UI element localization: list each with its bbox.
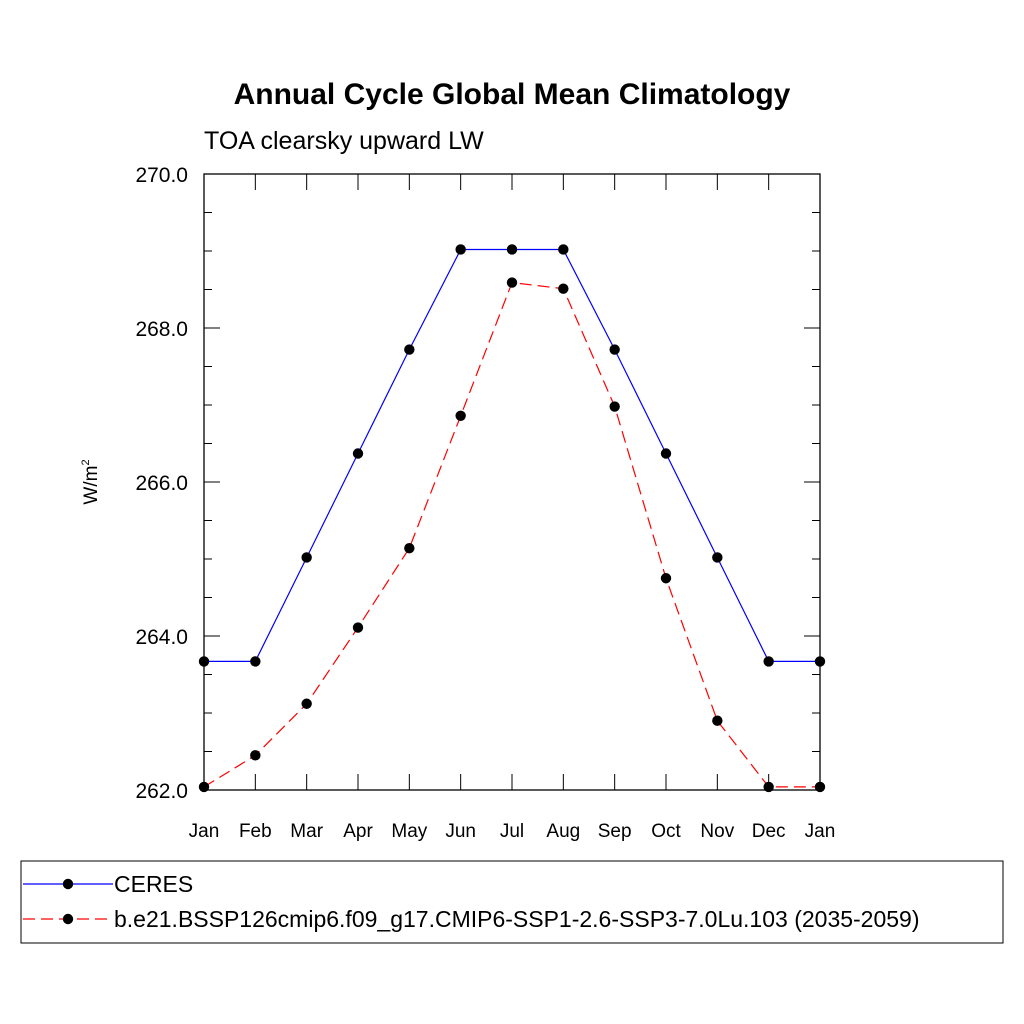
legend-label-2: b.e21.BSSP126cmip6.f09_g17.CMIP6-SSP1-2.… xyxy=(114,906,920,932)
x-tick-label: Nov xyxy=(700,821,734,842)
series-1-point xyxy=(250,656,261,667)
x-tick-label: Dec xyxy=(752,821,786,842)
series-1-point xyxy=(609,344,620,355)
legend: CERES b.e21.BSSP126cmip6.f09_g17.CMIP6-SS… xyxy=(23,871,920,932)
y-tick-label: 262.0 xyxy=(135,780,188,803)
series-1-point xyxy=(455,244,466,255)
y-tick-label: 264.0 xyxy=(135,626,188,649)
series-group xyxy=(198,244,826,793)
legend-marker-2 xyxy=(62,913,74,925)
y-axis-label-superscript: 2 xyxy=(80,459,92,465)
y-axis-label-text: W/m xyxy=(81,466,102,505)
y-axis-label: W/m2 xyxy=(80,459,102,504)
x-tick-label: Feb xyxy=(239,821,272,842)
x-tick-label: Sep xyxy=(598,821,632,842)
series-2-point xyxy=(404,543,415,554)
tick-labels: Jan Feb Mar Apr May Jun Jul Aug Sep Oct Nov Dec Jan2… xyxy=(135,164,835,842)
series-2-point xyxy=(506,277,518,288)
series-2-point xyxy=(455,410,466,421)
x-tick-label: Jan xyxy=(805,821,836,842)
series-2-point xyxy=(301,698,312,709)
y-tick-label: 270.0 xyxy=(135,164,188,187)
x-tick-label: Jan xyxy=(189,821,220,842)
legend-label-1: CERES xyxy=(114,871,193,897)
series-2-point xyxy=(712,715,723,726)
series-1-point xyxy=(558,244,569,255)
x-tick-label: Aug xyxy=(546,821,580,842)
legend-marker-1 xyxy=(62,878,74,890)
axis-ticks xyxy=(203,173,821,791)
series-1-point xyxy=(506,244,518,255)
series-1-point xyxy=(763,656,774,667)
legend-box xyxy=(20,860,1004,944)
series-1-point xyxy=(352,448,364,459)
series-2-point xyxy=(609,401,620,412)
x-tick-label: Jun xyxy=(445,821,476,842)
series-2-point xyxy=(352,622,364,633)
x-tick-label: May xyxy=(391,821,427,842)
series-1-point xyxy=(660,448,672,459)
y-tick-label: 268.0 xyxy=(135,318,188,341)
x-tick-label: Apr xyxy=(343,821,373,842)
y-tick-label: 266.0 xyxy=(135,472,188,495)
series-1-point xyxy=(301,552,312,563)
series-1-point xyxy=(404,344,415,355)
x-tick-label: Mar xyxy=(290,821,323,842)
plot-frame xyxy=(203,173,821,791)
series-2-point xyxy=(558,283,569,294)
chart-title: Annual Cycle Global Mean Climatology xyxy=(234,78,791,111)
x-tick-label: Oct xyxy=(651,821,681,842)
series-1-point xyxy=(712,552,723,563)
x-tick-label: Jul xyxy=(500,821,524,842)
series-2-point xyxy=(660,573,672,584)
chart-subtitle: TOA clearsky upward LW xyxy=(204,127,484,155)
series-2-point xyxy=(250,750,261,761)
